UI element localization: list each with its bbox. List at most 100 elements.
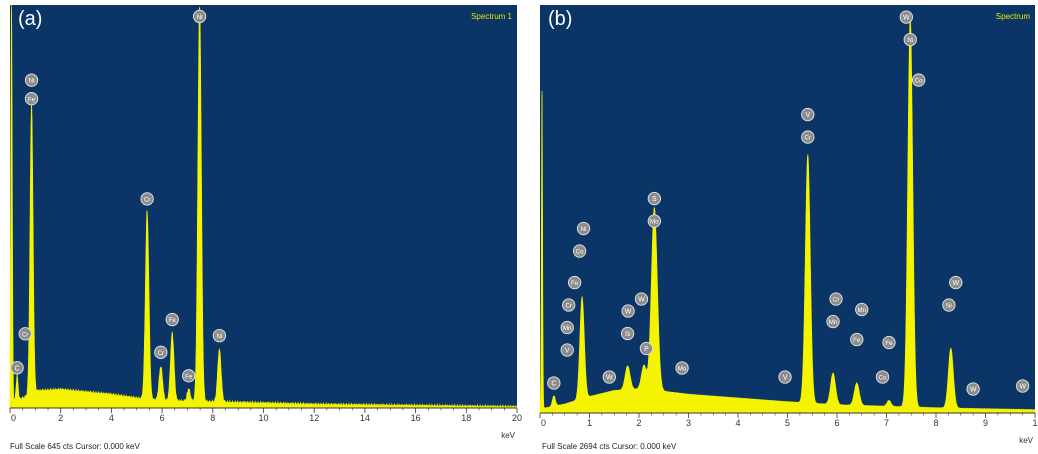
element-label-text: Fe [169,317,177,324]
element-label-w: W [1015,379,1030,393]
x-tick-label-6: 12 [309,413,319,423]
x-tick-label-10: 1 [1032,418,1037,428]
element-label-marker [602,370,616,384]
element-label-text: Si [625,331,631,338]
spectrum-panel-b: C V Mn Cr Fe Co Ni W Si W W P Mo S Mo V Cr V Mn Cr Fe Mn Co Fe W… [532,0,1038,454]
element-label-co: Co [572,244,587,258]
element-label-marker [829,292,843,306]
x-tick-label-4: 8 [210,413,215,423]
element-label-marker [576,221,591,236]
x-tick-label-4: 4 [735,418,740,428]
element-label-cr: Cr [154,345,168,359]
spectrum-series [539,16,1036,414]
element-label-marker [801,130,815,144]
element-label-text: Ni [197,14,203,21]
element-label-ni: Ni [942,298,956,312]
element-label-text: Mn [829,319,838,326]
element-label-text: V [783,375,788,382]
element-label-marker [182,369,196,383]
element-label-text: Ni [581,226,587,233]
element-label-mn: Mn [826,314,840,329]
element-label-c: C [547,376,561,390]
element-label-marker [24,73,39,87]
element-label-mo: Mo [675,361,689,375]
element-label-text: Fe [571,280,579,287]
element-label-text: W [952,280,959,287]
spectrum-chart-b: CVMnCrFeCoNiWSiWWPMoSMoVCrVMnCrFeMnCoFeW… [539,5,1038,445]
element-label-marker [647,214,661,228]
element-label-text: Cr [805,135,812,142]
element-label-text: W [638,297,645,304]
x-tick-label-7: 7 [884,418,889,428]
element-label-text: V [565,348,570,355]
element-label-ni: Ni [576,221,591,236]
x-axis-strip [540,413,1035,431]
element-label-text: Mo [678,366,687,373]
element-label-fe: Fe [568,275,582,290]
x-tick-label-3: 3 [686,418,691,428]
element-label-marker [826,314,840,329]
element-label-text: Co [576,249,584,256]
element-label-w: W [634,292,649,306]
element-label-marker [942,298,956,312]
element-label-marker [18,327,32,341]
element-label-text: Ni [946,303,952,310]
element-label-text: Cr [22,331,29,338]
element-label-cr: Cr [18,327,32,341]
element-label-fe: Fe [182,369,196,383]
element-label-v: V [778,370,792,384]
element-label-text: S [652,196,657,203]
x-tick-label-2: 4 [109,413,114,423]
element-label-marker [165,312,179,327]
full-scale-readout-a: Full Scale 645 cts Cursor: 0.000 keV [10,442,140,451]
element-label-marker [778,370,792,384]
x-tick-label-0: 0 [541,418,546,428]
element-label-text: Cr [158,350,165,357]
element-label-text: W [625,309,632,316]
element-label-fe: Fe [882,335,896,350]
element-label-marker [1015,379,1030,393]
x-tick-label-5: 10 [258,413,268,423]
panel-label: (a) [18,8,42,30]
element-label-si: Si [620,326,635,341]
element-label-marker [621,304,635,318]
spectrum-chart-a: Ni Fe Cr C Cr Cr Fe Fe Ni Ni (a) Spectrum 1 0 2 4 6 8 10 1… [9,5,522,440]
plot-background [10,5,517,408]
element-label-text: Cr [833,297,840,304]
element-label-marker [560,320,574,335]
element-label-ni: Ni [212,328,227,343]
element-label-text: Fe [185,373,193,380]
x-tick-label-6: 6 [834,418,839,428]
element-label-marker [850,332,864,347]
x-tick-label-8: 16 [411,413,421,423]
element-label-w: W [899,10,913,24]
element-label-marker [903,32,917,47]
x-tick-label-9: 9 [983,418,988,428]
spectrum-panel-a: Ni Fe Cr C Cr Cr Fe Fe Ni Ni (a) Spectrum 1 0 2 4 6 8 10 1… [9,5,522,451]
element-label-v: V [801,107,815,122]
element-label-cr: Cr [140,192,154,206]
element-label-cr: Cr [829,292,843,306]
x-axis-strip [10,408,517,426]
full-scale-readout-b: Full Scale 2694 cts Cursor: 0.000 keV [542,442,677,451]
spectrum-title: Spectrum [996,12,1031,21]
element-label-text: Mo [650,219,659,226]
element-label-text: Ni [29,78,35,85]
element-label-marker [875,370,890,384]
element-label-marker [912,73,926,87]
element-label-mn: Mn [560,320,574,335]
x-tick-label-9: 18 [461,413,471,423]
element-label-marker [192,9,207,24]
element-label-marker [855,302,869,317]
element-label-co: Co [912,73,926,87]
element-label-marker [154,345,168,359]
x-tick-label-7: 14 [360,413,370,423]
x-tick-label-5: 5 [785,418,790,428]
element-label-fe: Fe [24,92,39,106]
x-tick-label-3: 6 [160,413,165,423]
element-label-text: Fe [853,337,861,344]
element-label-marker [639,341,654,356]
element-label-text: Fe [28,96,36,103]
element-label-marker [899,10,913,24]
element-label-marker [647,191,661,206]
